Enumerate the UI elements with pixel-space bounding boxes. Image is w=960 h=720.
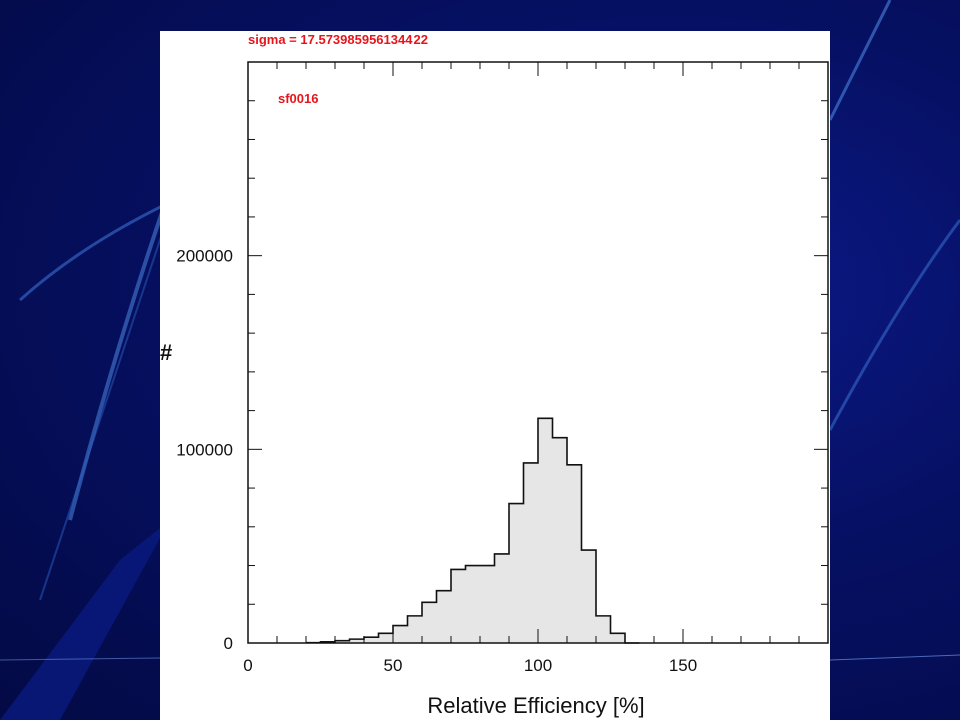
histogram-bar [596, 615, 611, 643]
histogram-bar [407, 615, 422, 643]
y-tick-labels: 0 100000 200000 [176, 247, 233, 653]
histogram-bars [306, 417, 640, 644]
histogram-chart: sigma = 17.5739859561344 22 sf0016 0 50 10… [160, 32, 829, 718]
histogram-bar [552, 437, 567, 643]
histogram-bar [494, 553, 509, 643]
histogram-bar [335, 640, 350, 643]
y-tick-label: 100000 [176, 440, 233, 459]
histogram-bar [436, 590, 451, 643]
histogram-bar [364, 637, 379, 643]
x-tick-label: 150 [669, 656, 697, 675]
histogram-bar [567, 464, 582, 643]
x-tick-label: 100 [524, 656, 552, 675]
histogram-bar [422, 602, 437, 643]
sf-annotation: sf0016 [278, 91, 318, 106]
histogram-bar [451, 569, 466, 643]
axis-ticks [247, 61, 829, 644]
x-tick-labels: 0 50 100 150 [243, 656, 697, 675]
histogram-bar [465, 565, 480, 643]
x-tick-label: 50 [384, 656, 403, 675]
y-axis-title: # [160, 340, 172, 365]
x-tick-label: 0 [243, 656, 252, 675]
histogram-bar [610, 633, 625, 643]
sigma-annotation: sigma = 17.5739859561344 22 [248, 32, 428, 47]
histogram-bar [538, 418, 553, 643]
plot-panel: sigma = 17.5739859561344 22 sf0016 0 50 10… [160, 31, 830, 720]
histogram-bar [581, 550, 596, 643]
histogram-bar [378, 633, 393, 643]
x-axis-title: Relative Efficiency [%] [427, 693, 644, 718]
histogram-bar [509, 503, 524, 643]
histogram-bar [523, 462, 538, 643]
histogram-bar [480, 565, 495, 643]
y-tick-label: 200000 [176, 247, 233, 266]
histogram-bar [393, 625, 408, 643]
y-tick-label: 0 [224, 634, 233, 653]
histogram-bar [349, 639, 364, 643]
